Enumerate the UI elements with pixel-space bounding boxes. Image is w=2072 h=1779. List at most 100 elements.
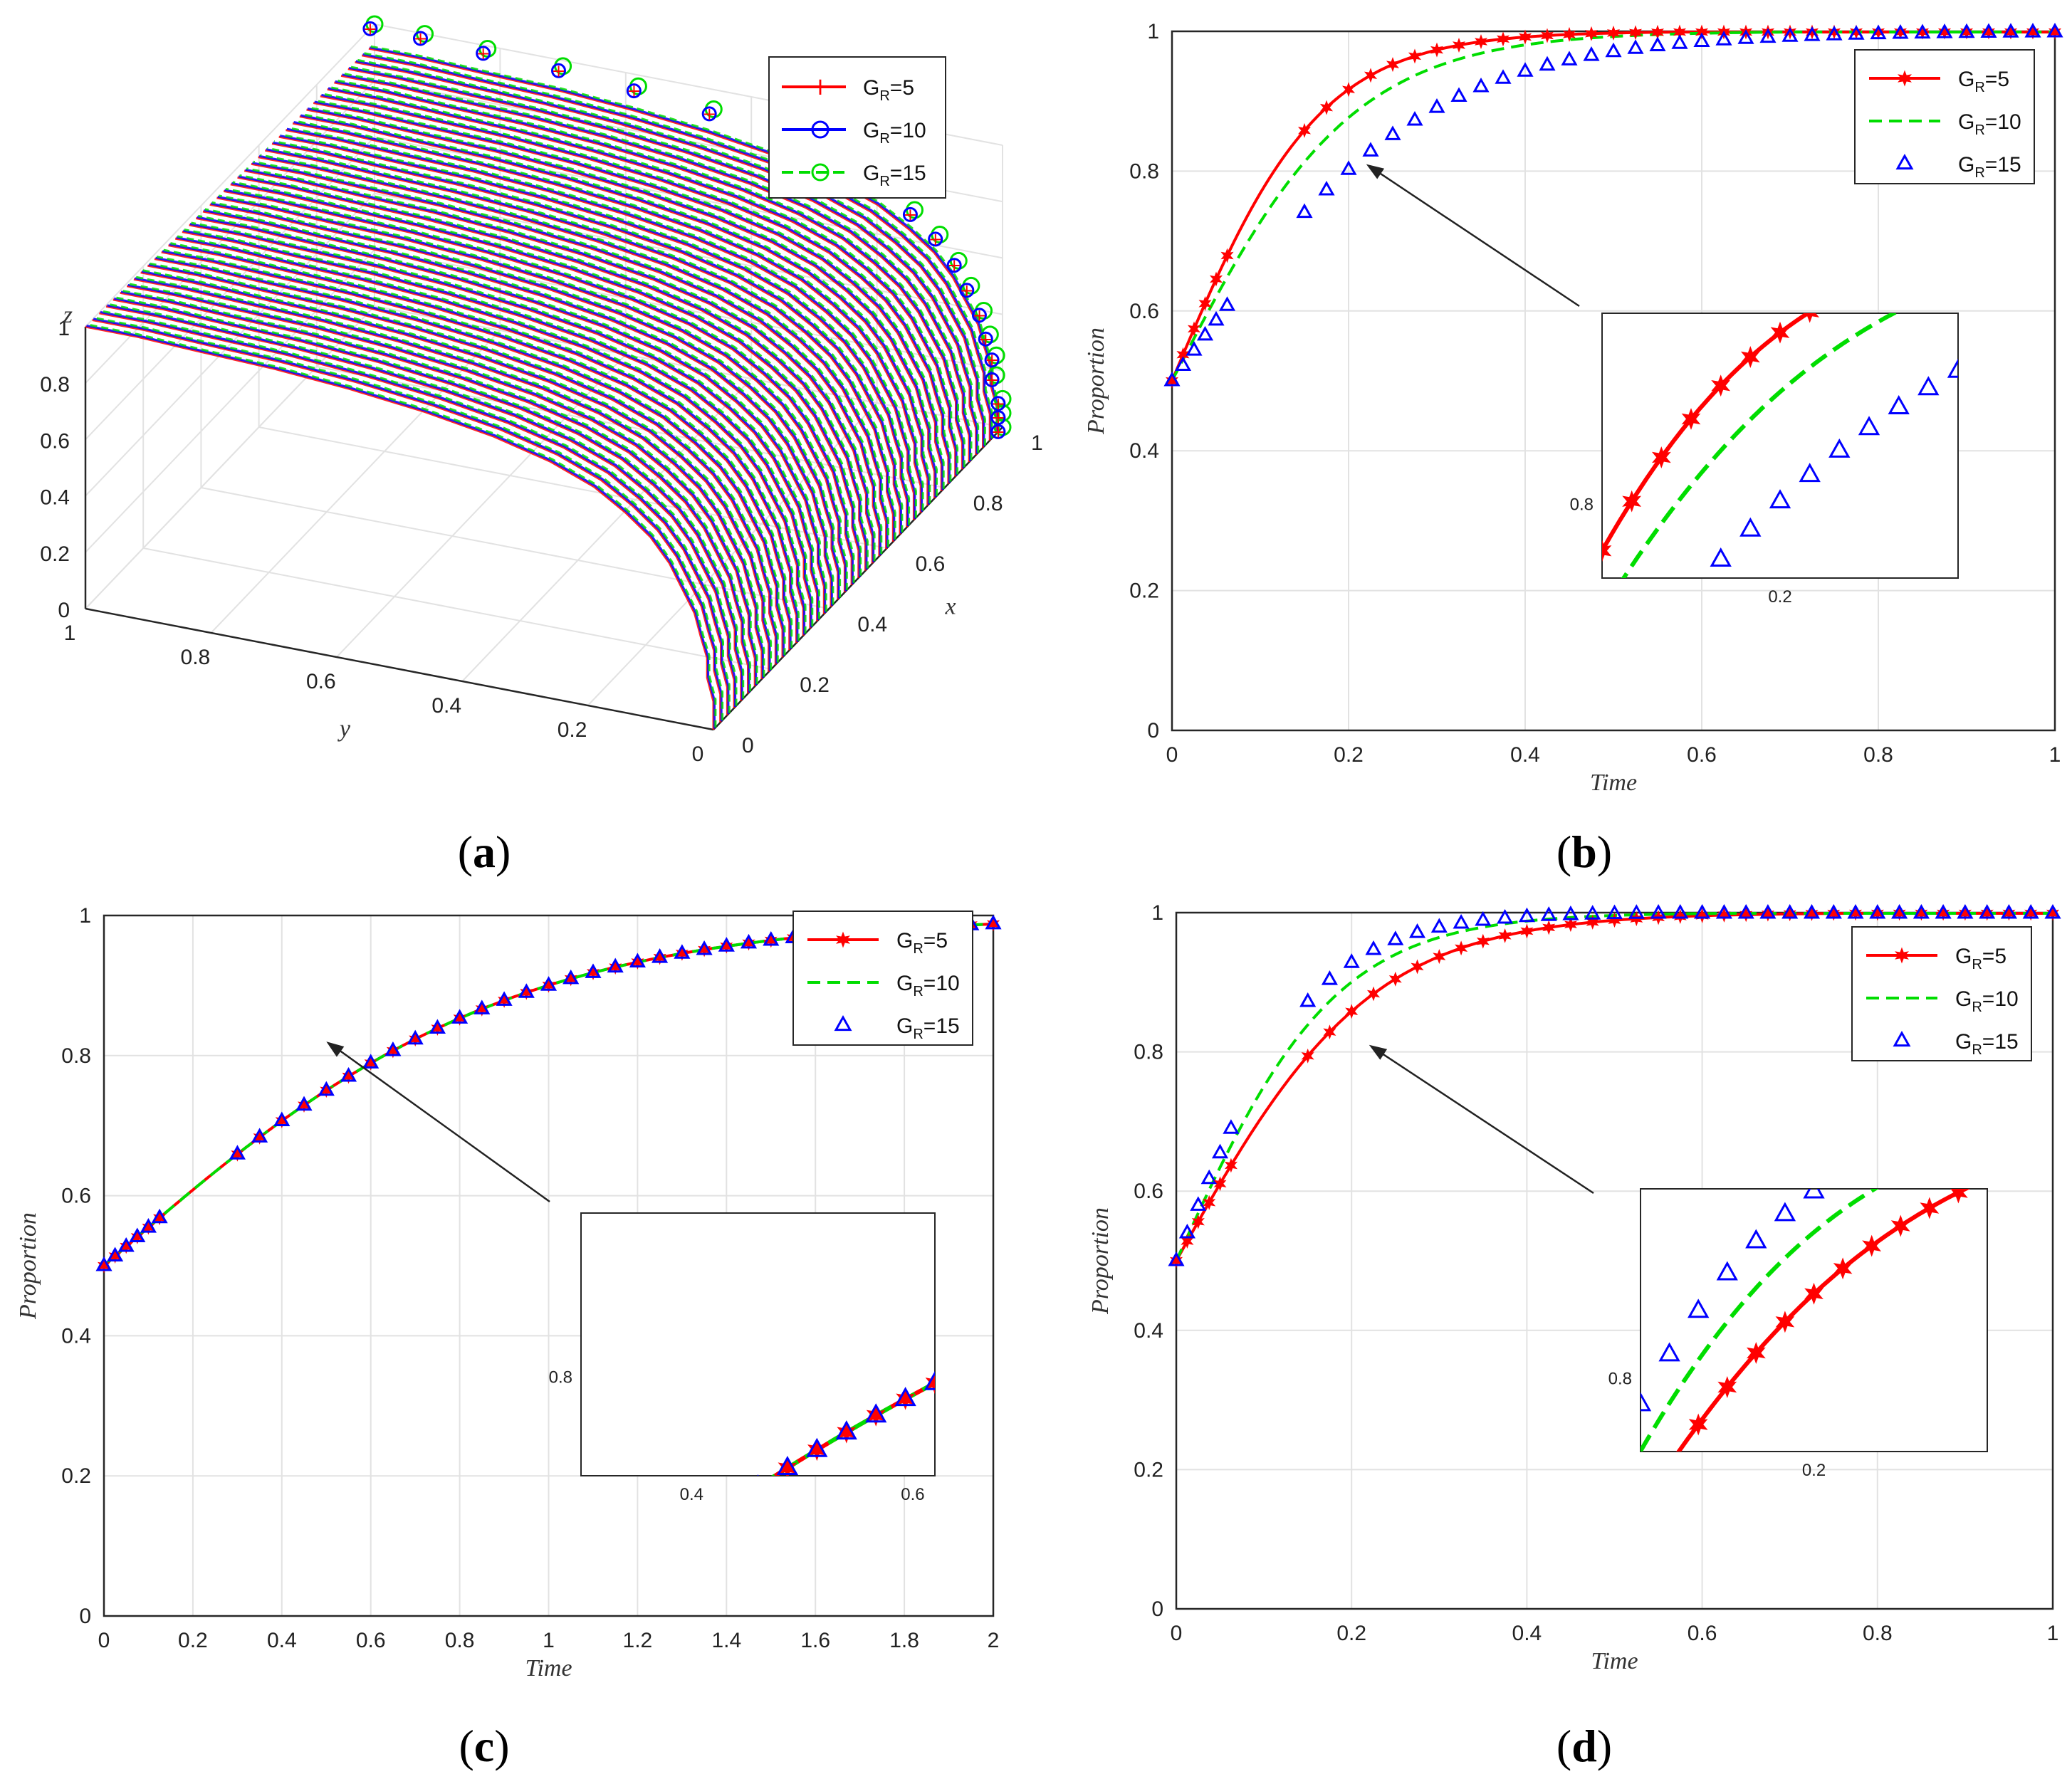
inset-marker-GR=15 (1947, 358, 1958, 378)
inset-marker-GR=5 (1804, 1282, 1824, 1305)
trajectory-marker (946, 258, 962, 273)
trajectory-line (370, 45, 1000, 431)
series-marker-GR=15 (1759, 903, 1777, 919)
trajectory-marker: + (928, 229, 943, 249)
x-tick-label: 0.6 (916, 552, 946, 576)
series-marker-GR=5 (1518, 29, 1532, 45)
legend-marker (834, 1014, 852, 1032)
series-marker-GR=5 (1319, 100, 1334, 115)
series-marker-GR=15 (1384, 125, 1401, 140)
trajectory-line (156, 256, 786, 656)
legend-marker (811, 120, 830, 139)
series-marker-GR=5 (1209, 271, 1223, 287)
series-marker-GR=15 (1804, 26, 1821, 41)
series-marker-GR=5 (130, 1229, 144, 1244)
inset-marker-GR=15 (1682, 582, 1700, 597)
series-marker-GR=15 (318, 1081, 335, 1096)
series-marker-GR=15 (1891, 903, 1908, 919)
inset-marker-GR=5 (1661, 1455, 1678, 1475)
series-marker-GR=5 (675, 945, 689, 961)
series-marker-GR=15 (540, 976, 558, 991)
trajectory-line (100, 310, 730, 715)
inset-x-tick-label: 0.4 (680, 1485, 703, 1504)
inset-marker-GR=5 (661, 1536, 678, 1555)
x-axis-line (713, 426, 1003, 730)
x-tick-label: 0.2 (800, 673, 830, 697)
y-tick-label: 0.2 (1134, 1458, 1163, 1481)
series-marker-GR=5 (1606, 25, 1621, 41)
x-tick-label: 1.2 (623, 1629, 653, 1652)
y-tick-label: 0 (79, 1605, 91, 1628)
series-marker-GR=15 (1540, 906, 1557, 921)
trajectory-line (232, 181, 862, 576)
series-marker-GR=5 (297, 1098, 311, 1113)
trajectory-line (120, 290, 750, 693)
trajectory-marker: + (972, 305, 986, 325)
trajectory-line (217, 195, 847, 592)
series-marker-GR=5 (1783, 24, 1797, 40)
series-marker-GR=15 (518, 983, 535, 998)
trajectory-line (122, 289, 751, 692)
inset-marker-GR=5 (1622, 490, 1642, 513)
inset-frame (1640, 1188, 1988, 1452)
trajectory-marker: + (991, 421, 1005, 441)
series-marker-GR=15 (95, 1256, 113, 1271)
series-marker-GR=15 (1406, 110, 1423, 126)
trajectory-line (238, 175, 868, 570)
trajectory-line (189, 223, 820, 621)
y-tick-label: 0.2 (1129, 579, 1159, 603)
series-marker-GR=5 (275, 1113, 288, 1128)
x-axis-label: Time (525, 1655, 572, 1681)
series-marker-GR=5 (1628, 25, 1643, 41)
y-tick-label: 0 (1151, 1597, 1163, 1621)
inset-marker-GR=5 (896, 1387, 915, 1410)
series-marker-GR=15 (1561, 51, 1578, 65)
x-tick-label: 0.4 (857, 613, 887, 636)
series-marker-GR=15 (1453, 913, 1470, 929)
series-marker-GR=5 (1540, 28, 1554, 43)
series-marker-GR=15 (429, 1019, 446, 1034)
series-marker-GR=15 (1606, 904, 1623, 920)
series-marker-GR=5 (764, 933, 778, 948)
x-tick-label: 0 (1171, 1622, 1183, 1645)
series-marker-GR=5 (142, 1219, 155, 1235)
trajectory-marker: + (476, 43, 491, 63)
y-axis-label: Proportion (15, 1212, 41, 1320)
trajectory-line (239, 174, 869, 569)
series-marker-GR=5 (631, 955, 644, 970)
legend-box (792, 911, 973, 1046)
trajectory-line (148, 263, 778, 663)
z-tick-label: 0.4 (40, 486, 70, 510)
trajectory-line (184, 229, 814, 626)
trajectory-line (288, 127, 917, 518)
inset-x-tick-label: 0.6 (901, 1485, 924, 1504)
z-tick-label: 1 (58, 317, 70, 340)
inset-marker-GR=15 (1917, 376, 1940, 396)
y-tick-label: 0 (692, 742, 704, 766)
y-tick-label: 0 (1147, 719, 1159, 742)
x-tick-label: 0.4 (267, 1629, 297, 1652)
trajectory-line (150, 262, 779, 663)
trajectory-line (197, 216, 827, 613)
series-marker-GR=5 (698, 942, 711, 957)
series-marker-GR=15 (1584, 905, 1601, 920)
x-tick-label: 1 (2047, 1622, 2059, 1645)
x-tick-label: 1 (2049, 743, 2061, 767)
series-marker-GR=15 (585, 963, 602, 978)
series-marker-GR=15 (1321, 970, 1338, 985)
x-tick-label: 0.2 (1336, 1622, 1366, 1645)
y-tick-label: 0.6 (1129, 300, 1159, 323)
series-marker-GR=15 (1430, 918, 1448, 933)
series-marker-GR=5 (1452, 38, 1466, 53)
x-tick-label: 1 (1031, 431, 1043, 455)
series-marker-GR=15 (629, 953, 646, 967)
panel-a-3d-plot: 0 0.2 0.4 0.6 0.8 1 1 0.8 0.6 0.4 0.2 0 0 0.2 0.4 0.6 0.… (40, 15, 1043, 766)
trajectory-marker (476, 46, 491, 61)
trajectory-marker: + (991, 408, 1005, 428)
trajectory-line (252, 162, 881, 555)
trajectory-marker (362, 21, 378, 36)
inset-marker-GR=15 (1739, 517, 1762, 537)
inset-marker-GR=5 (1890, 258, 1908, 278)
series-marker-GR=5 (1520, 923, 1534, 939)
series-marker-GR=5 (1915, 906, 1928, 921)
